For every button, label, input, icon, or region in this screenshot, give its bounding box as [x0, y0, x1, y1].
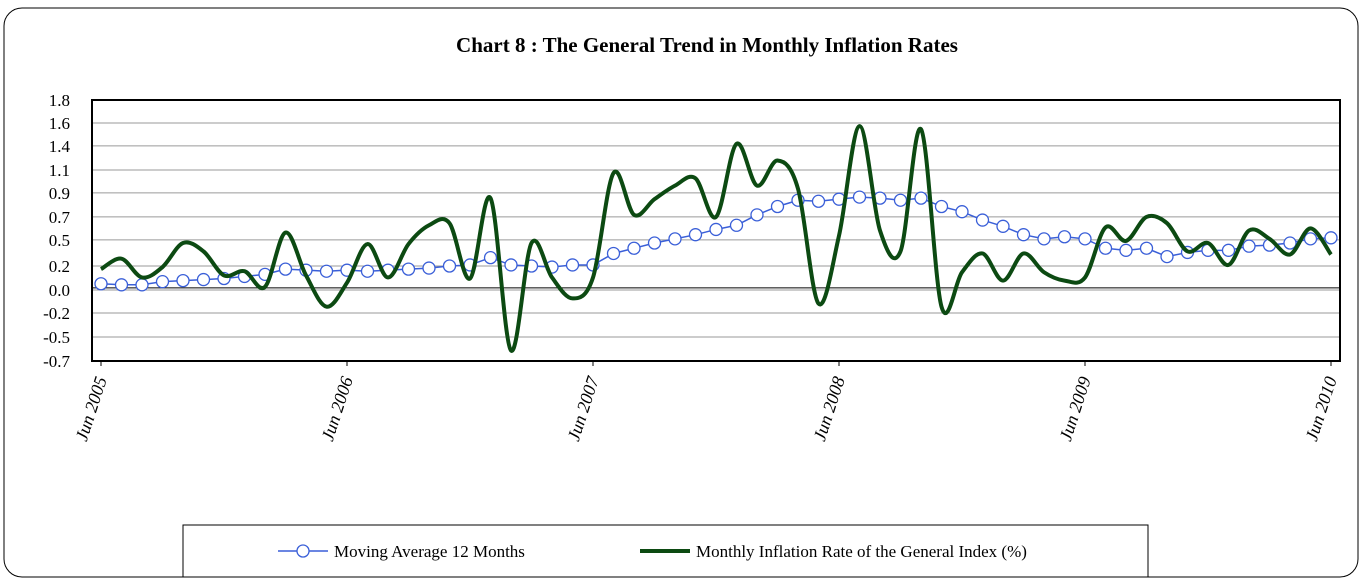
point-marker — [955, 205, 969, 219]
y-tick-label: 0.2 — [49, 257, 70, 276]
point-marker — [668, 232, 682, 246]
point-marker — [1283, 236, 1297, 250]
point-marker — [996, 219, 1010, 233]
legend-marker — [296, 544, 310, 558]
point-marker — [709, 222, 723, 237]
y-tick-label: 1.1 — [49, 161, 70, 180]
y-tick-label: 1.4 — [49, 137, 71, 156]
point-marker — [688, 228, 703, 242]
point-marker — [1139, 241, 1154, 255]
point-marker — [196, 272, 211, 287]
plot-border — [91, 99, 1341, 362]
point-marker — [422, 261, 436, 275]
point-marker — [565, 258, 580, 272]
point-marker — [155, 275, 170, 289]
point-marker — [1242, 239, 1256, 253]
point-marker — [1119, 243, 1133, 257]
series-line — [99, 124, 1333, 353]
point-marker — [483, 250, 498, 265]
point-marker — [893, 193, 908, 207]
point-marker — [1221, 243, 1236, 257]
point-marker — [114, 278, 129, 292]
point-marker — [1078, 232, 1092, 246]
y-tick-label: 0.5 — [49, 231, 70, 250]
point-marker — [360, 264, 375, 278]
point-marker — [278, 262, 293, 276]
point-marker — [176, 273, 190, 288]
point-marker — [914, 191, 928, 205]
y-tick-label: 0.9 — [49, 184, 70, 203]
point-marker — [627, 241, 641, 255]
y-tick-label: 1.8 — [49, 91, 70, 110]
point-marker — [442, 259, 457, 273]
point-marker — [852, 190, 867, 204]
point-marker — [1324, 231, 1338, 245]
y-tick-label: 1.6 — [49, 114, 70, 133]
point-marker — [1016, 228, 1031, 242]
point-marker — [1037, 232, 1051, 246]
point-marker — [770, 199, 785, 214]
chart-title: Chart 8 : The General Trend in Monthly I… — [456, 33, 958, 57]
point-marker — [729, 218, 744, 232]
point-marker — [1098, 241, 1113, 255]
y-tick-label: 0.7 — [49, 208, 71, 227]
point-marker — [750, 208, 764, 222]
y-tick-label: -0.7 — [43, 352, 70, 371]
point-marker — [94, 277, 108, 291]
legend-label: Moving Average 12 Months — [334, 542, 525, 561]
point-marker — [1160, 249, 1174, 264]
point-marker — [504, 258, 518, 272]
y-tick-label: -0.5 — [43, 328, 70, 347]
point-marker — [135, 278, 149, 292]
point-marker — [401, 262, 416, 276]
legend-label: Monthly Inflation Rate of the General In… — [696, 542, 1027, 561]
y-tick-label: -0.2 — [43, 304, 70, 323]
point-marker — [606, 246, 621, 261]
point-marker — [811, 194, 826, 208]
y-tick-label: 0.0 — [49, 281, 70, 300]
point-marker — [934, 199, 949, 214]
point-marker — [647, 236, 662, 250]
point-marker — [1303, 232, 1318, 246]
point-marker — [319, 264, 334, 278]
point-marker — [975, 213, 990, 227]
point-marker — [1057, 230, 1072, 244]
